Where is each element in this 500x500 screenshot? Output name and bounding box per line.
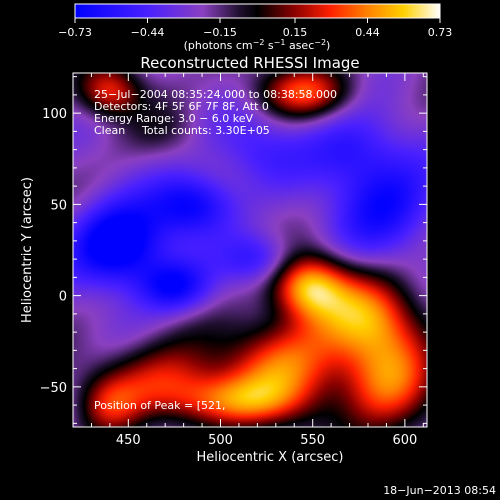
colorbar-unit-part: −1 — [274, 38, 286, 47]
render-timestamp: 18−Jun−2013 08:54 — [383, 484, 496, 497]
colorbar-unit-part: s — [264, 39, 273, 52]
colorbar-tick-label: 0.44 — [355, 26, 380, 39]
colorbar-unit: (photons cm−2 s−1 asec−2) — [184, 38, 331, 52]
colorbar-unit-part: ) — [326, 39, 330, 52]
clean-label: Clean — [94, 124, 125, 137]
colorbar — [74, 3, 441, 19]
annotation-block: 25−Jul−2004 08:35:24.000 to 08:38:58.000… — [94, 88, 337, 137]
colorbar-unit-part: asec — [285, 39, 314, 52]
y-tick-label: 50 — [50, 198, 67, 213]
heatmap-image — [73, 73, 427, 427]
colorbar-unit-part: −2 — [314, 38, 326, 47]
x-tick-label: 600 — [392, 433, 417, 448]
axis-ticks: 450 500 550 600 −50 0 50 100 — [40, 73, 427, 448]
colorbar-tick-label: 0.15 — [283, 26, 308, 39]
colorbar-unit-part: (photons cm — [184, 39, 253, 52]
colorbar-tick-label: −0.15 — [203, 26, 237, 39]
plot-frame — [72, 72, 428, 428]
y-tick-label: 0 — [59, 290, 67, 305]
colorbar-tick-label: −0.44 — [131, 26, 165, 39]
y-tick-label: 100 — [42, 107, 67, 122]
y-tick-label: −50 — [40, 381, 67, 396]
x-tick-label: 450 — [116, 433, 141, 448]
annotation-line: Detectors: 4F 5F 6F 7F 8F, Att 0 — [94, 100, 269, 113]
colorbar-tick-label: −0.73 — [58, 26, 92, 39]
x-axis-label: Heliocentric X (arcsec) — [197, 450, 344, 465]
colorbar-ticks: −0.73 −0.44 −0.15 0.15 0.44 0.73 — [58, 18, 452, 39]
colorbar-unit-part: −2 — [253, 38, 265, 47]
annotation-line: Energy Range: 3.0 − 6.0 keV — [94, 112, 254, 125]
colorbar-tick-label: 0.73 — [428, 26, 453, 39]
annotation-line: 25−Jul−2004 08:35:24.000 to 08:38:58.000 — [94, 88, 337, 101]
x-tick-label: 550 — [300, 433, 325, 448]
peak-position-label: Position of Peak = [521, — [94, 399, 226, 412]
y-axis-label: Heliocentric Y (arcsec) — [20, 177, 35, 323]
x-tick-label: 500 — [208, 433, 233, 448]
chart-title: Reconstructed RHESSI Image — [140, 54, 359, 72]
total-counts: Total counts: 3.30E+05 — [141, 124, 270, 137]
